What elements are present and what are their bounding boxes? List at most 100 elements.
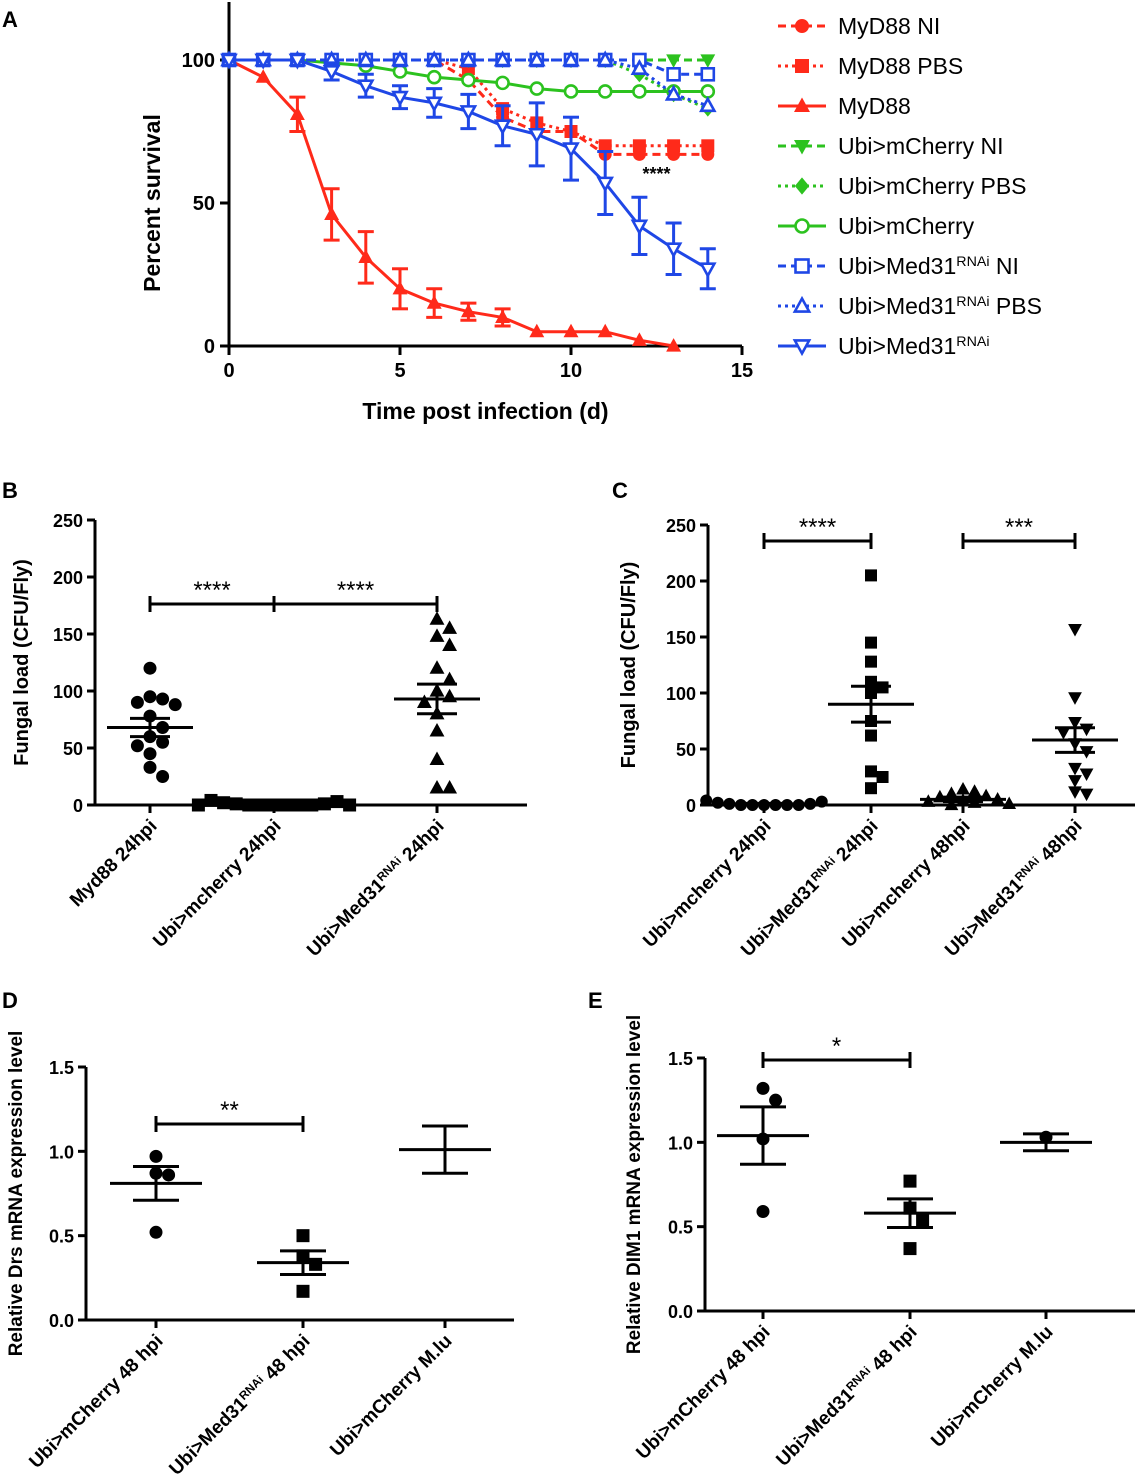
panel-b-data-point	[317, 797, 331, 811]
panel-label-d: D	[2, 988, 18, 1013]
panel-e-category-label: Ubi>mCherry M.lu	[927, 1322, 1057, 1452]
panel-c-data-point	[865, 636, 877, 649]
panel-e-dot-plot: 0.0 0.5 1.0 1.5 Relative DIM1 mRNA expressio…	[624, 1015, 1135, 1471]
panel-a-data-point	[667, 139, 681, 153]
panel-c-y-tick-label: 200	[666, 572, 696, 592]
panel-a-data-point	[495, 75, 510, 91]
panel-e-data-point	[903, 1242, 917, 1256]
panel-a-legend-entry: Ubi>mCherry PBS	[778, 173, 1027, 199]
panel-a-y-axis-title: Percent survival	[139, 114, 165, 292]
panel-c-data-point	[1002, 796, 1017, 810]
panel-a-significance-annotation: ****	[642, 164, 670, 184]
panel-e-category-label-suffix: 48 hpi	[864, 1322, 921, 1379]
panel-b-y-tick-label: 0	[73, 796, 83, 816]
panel-c-y-tick-label: 50	[676, 740, 696, 760]
panel-e-y-tick-label: 0.5	[668, 1218, 693, 1238]
panel-a-data-point	[425, 50, 443, 67]
panel-d-y-tick-label: 1.5	[49, 1058, 74, 1078]
panel-a-data-point	[324, 206, 340, 221]
panel-b-data-point	[442, 620, 458, 634]
panel-b-data-point	[429, 779, 445, 794]
panel-a-data-point	[529, 81, 545, 96]
panel-a-data-point	[563, 84, 579, 99]
panel-b-y-tick-label: 100	[53, 682, 83, 702]
panel-a-legend-marker	[795, 59, 809, 73]
panel-d-significance-stars: **	[220, 1097, 239, 1124]
panel-a-data-point	[528, 50, 546, 67]
panel-b-data-point	[130, 739, 144, 753]
panel-a-data-point	[528, 127, 546, 144]
panel-b-data-point	[416, 694, 432, 708]
panel-c-data-point	[1068, 786, 1082, 799]
panel-a-legend-marker	[794, 97, 810, 113]
panel-c-data-point	[1068, 762, 1082, 776]
panel-a-data-point	[391, 50, 409, 67]
panel-b-data-point	[442, 637, 458, 651]
panel-c-y-axis-title: Fungal load (CFU/Fly)	[618, 562, 640, 769]
panel-c-y-tick-label: 0	[686, 796, 696, 816]
panel-a-data-point	[563, 323, 579, 338]
panel-a-data-point	[459, 50, 478, 67]
panel-a-legend-label: MyD88 NI	[838, 13, 940, 39]
panel-a-legend-entry: Ubi>Med31RNAi PBS	[778, 293, 1042, 319]
panel-c-data-point	[865, 782, 877, 795]
panel-e-data-point	[769, 1093, 783, 1107]
panel-a-data-point	[596, 50, 614, 67]
panel-d-y-tick-label: 0.0	[49, 1311, 74, 1331]
panel-d-group-1: Ubi>Med31RNAi 48 hpi	[165, 1229, 349, 1478]
panel-a-data-point	[632, 139, 646, 153]
panel-a-data-point	[699, 262, 717, 279]
panel-c-data-point	[876, 771, 889, 783]
panel-c-data-point	[1079, 768, 1094, 782]
panel-c-category-label-suffix: 24hpi	[829, 816, 883, 870]
panel-e-category-label: Ubi>Med31RNAi 48 hpi	[772, 1321, 921, 1470]
panel-b-data-point	[429, 751, 445, 765]
panel-a-data-point	[426, 69, 442, 85]
panel-b-data-point	[330, 795, 344, 809]
panel-a-x-tick-label: 15	[731, 360, 753, 382]
panel-a-data-point	[664, 84, 683, 101]
panel-a-data-point	[358, 249, 374, 263]
panel-a-legend-label: Ubi>Med31RNAi PBS	[838, 293, 1042, 319]
panel-b-y-tick-label: 200	[53, 568, 83, 588]
panel-a-data-point	[562, 142, 580, 159]
panel-a-legend-entry: MyD88 NI	[778, 13, 940, 39]
panel-b-data-point	[204, 793, 218, 807]
panel-a-data-point	[562, 50, 580, 67]
panel-b-data-point	[130, 695, 144, 709]
panel-b-category-label: Ubi>Med31RNAi 24hpi	[303, 815, 449, 961]
panel-a-x-tick-label: 0	[223, 360, 234, 382]
panel-a-data-point	[630, 58, 649, 75]
panel-b-significance-stars: ****	[337, 577, 374, 604]
panel-b-data-point	[156, 692, 170, 706]
panel-b-data-point	[143, 690, 157, 704]
panel-a-data-point	[700, 67, 716, 82]
panel-a-data-point	[426, 295, 442, 309]
panel-d-category-label: Ubi>Med31RNAi 48 hpi	[165, 1330, 314, 1478]
panel-c-data-point	[865, 765, 877, 778]
panel-b-category-label-suffix: 24hpi	[395, 816, 449, 870]
panel-c-data-point	[1068, 623, 1082, 637]
panel-d-data-point	[309, 1257, 323, 1271]
panel-e-group-1: Ubi>Med31RNAi 48 hpi	[772, 1174, 956, 1471]
panel-a-legend-label-suffix: PBS	[990, 293, 1042, 319]
panel-a-data-point	[598, 139, 612, 153]
panel-a-data-point	[700, 54, 716, 68]
panel-c-group-0: Ubi>mcherry 24hpi	[639, 794, 828, 952]
panel-b-data-point	[442, 779, 458, 794]
panel-b-data-point	[168, 698, 182, 712]
panel-b-data-point	[143, 760, 157, 774]
panel-a-legend-label: Ubi>mCherry NI	[838, 133, 1004, 159]
panel-a-legend-label-sup: RNAi	[956, 334, 989, 350]
panel-d-data-point	[149, 1225, 163, 1239]
panel-b-y-tick-label: 150	[53, 625, 83, 645]
panel-a-y-tick-label: 100	[182, 50, 215, 72]
panel-a-data-point	[493, 50, 512, 67]
panel-a-x-axis-title: Time post infection (d)	[362, 398, 608, 424]
panel-e-y-axis-title: Relative DIM1 mRNA expression level	[624, 1015, 645, 1354]
panel-a-data-point	[495, 309, 511, 323]
panel-a-data-point	[493, 119, 512, 136]
panel-a-legend-entry: Ubi>mCherry NI	[778, 133, 1004, 159]
panel-c-data-point	[815, 795, 828, 808]
